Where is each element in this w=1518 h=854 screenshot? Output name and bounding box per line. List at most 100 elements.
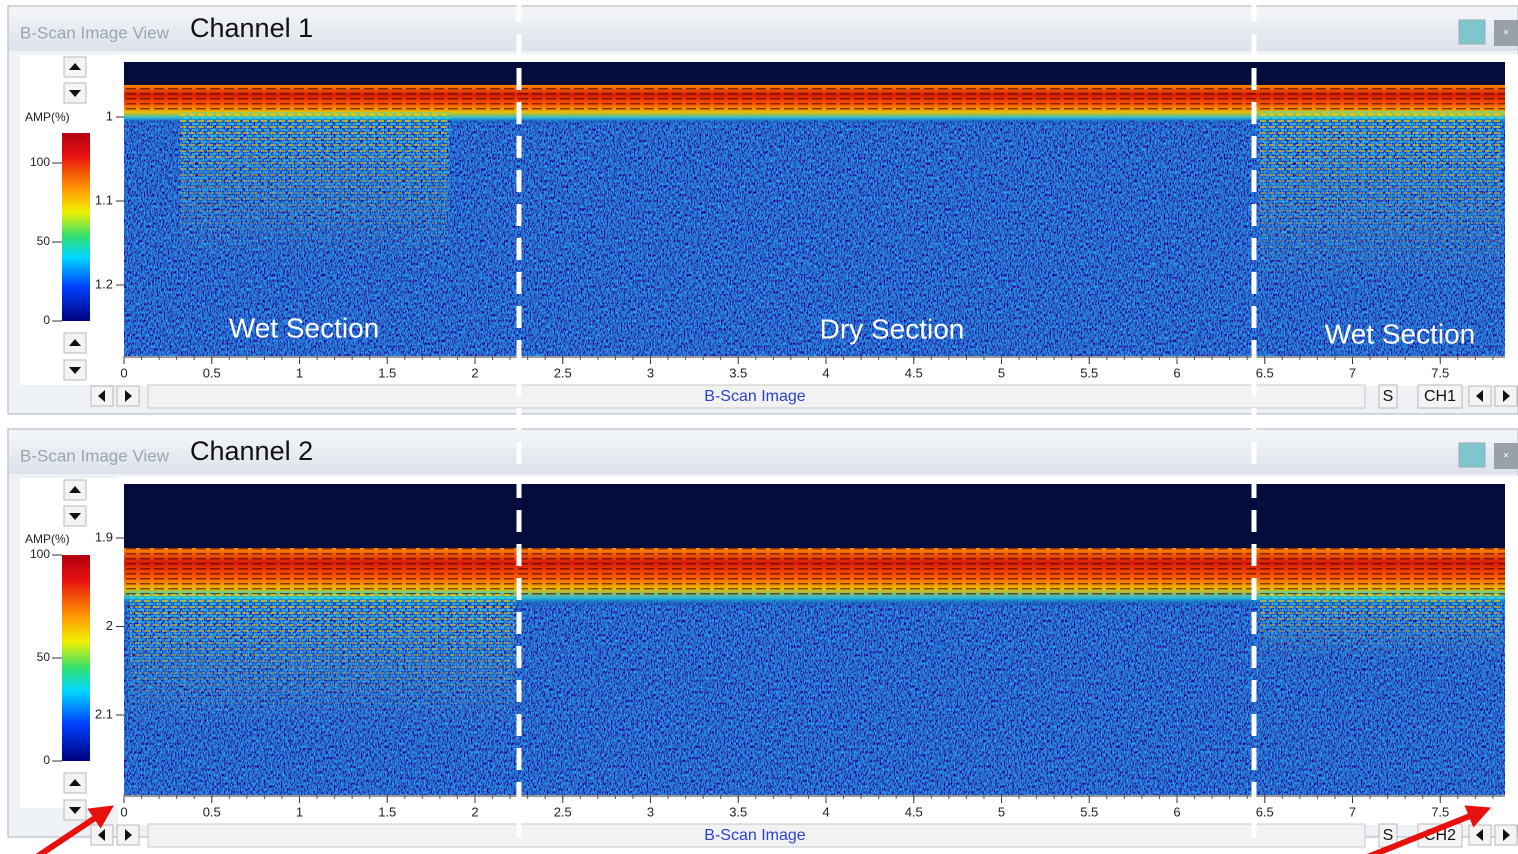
scrollbar[interactable] bbox=[147, 823, 1366, 848]
x-tick-label: 1.5 bbox=[378, 804, 396, 819]
scroll-right[interactable] bbox=[116, 385, 140, 407]
button-label[interactable]: S bbox=[1383, 388, 1394, 405]
close-button[interactable] bbox=[1494, 443, 1518, 469]
colorbar-label: AMP(%) bbox=[25, 532, 70, 546]
button-icon bbox=[1476, 829, 1483, 841]
button-icon bbox=[69, 807, 81, 814]
x-tick-label: 2.5 bbox=[554, 365, 572, 380]
x-tick-label: 4.5 bbox=[905, 365, 923, 380]
x-tick-label: 7.5 bbox=[1431, 804, 1449, 819]
button-icon bbox=[125, 390, 132, 402]
x-tick-label: 1.5 bbox=[378, 365, 396, 380]
x-tick-label: 0.5 bbox=[203, 365, 221, 380]
scroll-down[interactable] bbox=[63, 359, 87, 381]
x-tick-label: 7 bbox=[1349, 804, 1356, 819]
x-tick-label: 5.5 bbox=[1080, 365, 1098, 380]
bscan-image bbox=[124, 62, 1505, 356]
x-tick-label: 4.5 bbox=[905, 804, 923, 819]
button-label[interactable]: S bbox=[1383, 827, 1394, 844]
scroll-left[interactable] bbox=[90, 824, 114, 846]
surface-lines bbox=[124, 548, 1505, 595]
y-tick-label: 1.1 bbox=[95, 192, 113, 207]
x-tick-label: 1 bbox=[296, 365, 303, 380]
button-icon bbox=[98, 829, 105, 841]
x-tick-label: 5 bbox=[998, 804, 1005, 819]
colorbar bbox=[62, 555, 90, 761]
scrollbar[interactable] bbox=[147, 384, 1366, 409]
x-tick-label: 0.5 bbox=[203, 804, 221, 819]
scroll-right[interactable] bbox=[116, 824, 140, 846]
x-tick-label: 5 bbox=[998, 365, 1005, 380]
annotation-arrow bbox=[35, 805, 114, 854]
x-axis-label: B-Scan Image bbox=[704, 827, 805, 844]
x-tick-label: 3 bbox=[647, 365, 654, 380]
x-tick-label: 2 bbox=[471, 804, 478, 819]
x-tick-label: 0 bbox=[120, 365, 127, 380]
button-icon bbox=[69, 367, 81, 374]
x-tick-label: 3.5 bbox=[729, 804, 747, 819]
colorbar bbox=[62, 133, 90, 321]
button-icon bbox=[98, 390, 105, 402]
x-tick-label: 4 bbox=[822, 804, 829, 819]
button-icon bbox=[69, 90, 81, 97]
colorbar-tick-label: 0 bbox=[43, 313, 50, 327]
colorbar-tick-label: 0 bbox=[43, 753, 50, 767]
title-bar bbox=[9, 7, 1517, 51]
channel-prev[interactable] bbox=[1468, 824, 1492, 846]
button-icon bbox=[1503, 390, 1510, 402]
button[interactable] bbox=[1417, 384, 1463, 409]
scroll-down[interactable] bbox=[63, 799, 87, 821]
channel-prev[interactable] bbox=[1468, 385, 1492, 407]
y-tick-label: 1.2 bbox=[95, 276, 113, 291]
scroll-down[interactable] bbox=[63, 505, 87, 527]
scroll-up[interactable] bbox=[63, 56, 87, 78]
y-tick-label: 1.9 bbox=[95, 529, 113, 544]
y-tick-label: 2.1 bbox=[95, 706, 113, 721]
x-tick-label: 5.5 bbox=[1080, 804, 1098, 819]
scroll-up[interactable] bbox=[63, 772, 87, 794]
button-label[interactable]: CH1 bbox=[1424, 388, 1456, 405]
close-button[interactable] bbox=[1494, 20, 1518, 46]
section-label: Dry Section bbox=[820, 313, 965, 344]
x-tick-label: 6 bbox=[1173, 804, 1180, 819]
x-tick-label: 2 bbox=[471, 365, 478, 380]
button-icon bbox=[69, 779, 81, 786]
close-icon: × bbox=[1503, 28, 1509, 39]
button-icon bbox=[69, 63, 81, 70]
x-axis-label: B-Scan Image bbox=[704, 388, 805, 405]
surface-lines bbox=[124, 85, 1505, 112]
button-icon bbox=[69, 339, 81, 346]
color-button[interactable] bbox=[1458, 19, 1486, 45]
scroll-down[interactable] bbox=[63, 82, 87, 104]
wet-reflections bbox=[1258, 590, 1503, 660]
title-bar bbox=[9, 430, 1517, 474]
y-tick-label: 1 bbox=[106, 108, 113, 123]
x-tick-label: 7.5 bbox=[1431, 365, 1449, 380]
channel-title: Channel 2 bbox=[190, 436, 313, 466]
scroll-left[interactable] bbox=[90, 385, 114, 407]
button-icon bbox=[125, 829, 132, 841]
window-title: B-Scan Image View bbox=[20, 446, 170, 465]
image-top bbox=[124, 484, 1505, 548]
color-button[interactable] bbox=[1458, 442, 1486, 468]
wet-reflections bbox=[1258, 110, 1503, 290]
section-label: Wet Section bbox=[229, 312, 379, 343]
scroll-up[interactable] bbox=[63, 332, 87, 354]
colorbar-tick-label: 100 bbox=[30, 155, 50, 169]
channel-next[interactable] bbox=[1494, 385, 1518, 407]
scroll-up[interactable] bbox=[63, 479, 87, 501]
colorbar-label: AMP(%) bbox=[25, 110, 70, 124]
x-tick-label: 3.5 bbox=[729, 365, 747, 380]
x-tick-label: 1 bbox=[296, 804, 303, 819]
button[interactable] bbox=[1378, 384, 1398, 409]
channel-next[interactable] bbox=[1494, 824, 1518, 846]
button-icon bbox=[1503, 829, 1510, 841]
x-tick-label: 6.5 bbox=[1256, 365, 1274, 380]
x-tick-label: 6.5 bbox=[1256, 804, 1274, 819]
button-icon bbox=[69, 513, 81, 520]
wet-reflections bbox=[180, 112, 450, 262]
button-icon bbox=[69, 486, 81, 493]
colorbar-tick-label: 50 bbox=[37, 650, 51, 664]
button-icon bbox=[1476, 390, 1483, 402]
